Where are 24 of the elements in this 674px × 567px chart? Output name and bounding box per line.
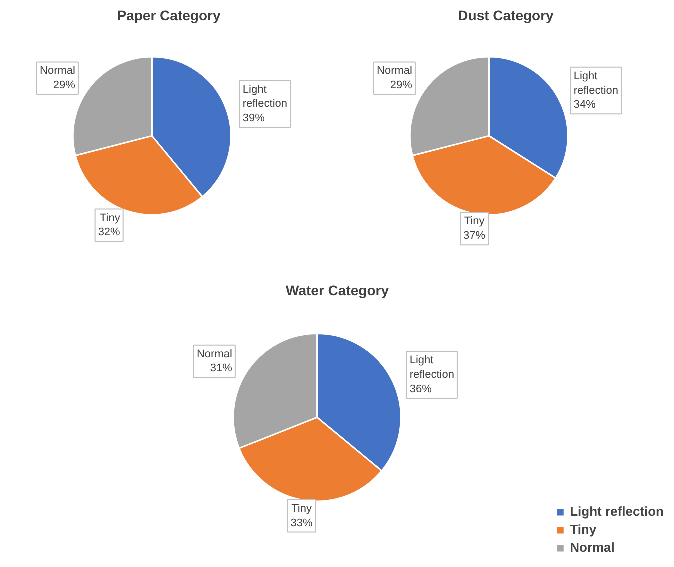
slice-label: Tiny <box>464 216 486 228</box>
data-label: 39% <box>242 112 266 125</box>
data-label: 32% <box>98 226 121 239</box>
legend-label: Light reflection <box>570 504 664 519</box>
chart-title: Paper Category <box>117 8 221 24</box>
data-label: 36% <box>410 384 432 396</box>
legend-label: Normal <box>570 540 615 555</box>
data-label: 29% <box>390 80 413 92</box>
slice-label: Normal <box>377 65 412 78</box>
data-label: 31% <box>210 362 233 375</box>
slice-label: Tiny <box>100 212 121 224</box>
legend-label: Tiny <box>570 522 597 537</box>
chart-title: Dust Category <box>458 8 554 24</box>
data-label: 34% <box>574 99 596 112</box>
slice-label: Tiny <box>292 502 312 515</box>
slice-label: Light reflection <box>574 70 619 97</box>
data-label: 29% <box>53 80 76 92</box>
slice-label: Normal <box>40 65 76 78</box>
data-label: 33% <box>290 517 314 530</box>
slice-label: Normal <box>196 348 232 360</box>
slice-label: Light reflection <box>242 84 288 110</box>
chart-title: Water Category <box>286 282 390 298</box>
slice-label: Light reflection <box>410 354 454 382</box>
data-label: 37% <box>464 230 486 242</box>
